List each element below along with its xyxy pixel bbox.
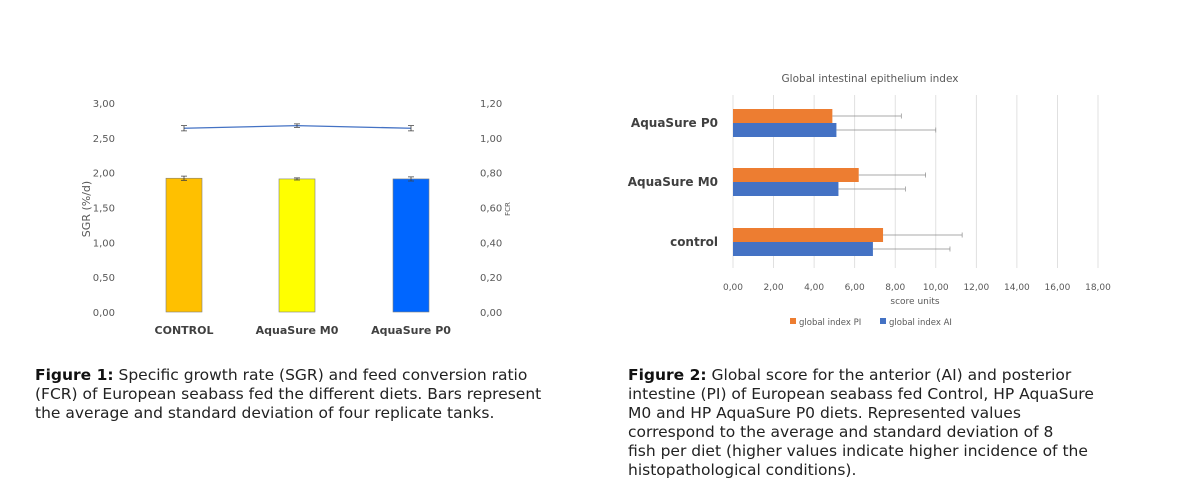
ai-bar: [733, 242, 873, 256]
intestinal-index-chart: Global intestinal epithelium index contr…: [628, 73, 1111, 328]
figure-1-label: Figure 1:: [35, 366, 114, 384]
fcr-series-line: [183, 124, 412, 129]
category-label: AquaSure M0: [256, 324, 339, 337]
fcr-error-bar: [408, 125, 414, 132]
sgr-bar: [392, 178, 430, 313]
caption-line: fish per diet (higher values indicate hi…: [628, 442, 1088, 460]
figure-2-caption: Figure 2: Global score for the anterior …: [628, 366, 1094, 480]
right-tick-label: 0,40: [480, 238, 502, 249]
left-tick-label: 3,00: [93, 99, 115, 110]
error-bar: [883, 232, 963, 238]
x-tick-label: 8,00: [885, 283, 905, 293]
x-tick-label: 6,00: [845, 283, 865, 293]
caption-line: correspond to the average and standard d…: [628, 423, 1054, 441]
legend-label: global index AI: [889, 318, 952, 328]
x-tick-label: 12,00: [963, 283, 989, 293]
error-bar: [858, 172, 926, 178]
error-bar: [832, 113, 902, 119]
right-axis-ticks: 0,00 0,20 0,40 0,60 0,80 1,00 1,20: [480, 99, 502, 319]
error-bar: [838, 186, 906, 192]
left-tick-label: 1,00: [93, 238, 115, 249]
error-bar: [872, 246, 951, 252]
category-label: control: [670, 235, 718, 249]
category-label: AquaSure M0: [628, 175, 718, 189]
sgr-fcr-chart: 0,00 0,50 1,00 1,50 2,00 2,50 3,00 0,00 0,20 0,4…: [80, 99, 512, 337]
error-bar: [836, 127, 937, 133]
fcr-error-bar: [181, 125, 187, 132]
left-tick-label: 2,50: [93, 134, 115, 145]
ai-bar: [733, 182, 839, 196]
caption-line: Global score for the anterior (AI) and p…: [706, 366, 1072, 384]
left-tick-label: 0,00: [93, 308, 115, 319]
figure-1-caption: Figure 1: Specific growth rate (SGR) and…: [35, 366, 541, 423]
category-labels: control AquaSure M0 AquaSure P0: [628, 116, 718, 249]
fcr-error-bar: [294, 123, 300, 128]
index-bars: [733, 109, 963, 256]
x-tick-label: 10,00: [923, 283, 949, 293]
caption-line: the average and standard deviation of fo…: [35, 404, 495, 422]
fcr-line: [181, 123, 414, 132]
sgr-error-bar: [294, 177, 300, 181]
left-axis-ticks: 0,00 0,50 1,00 1,50 2,00 2,50 3,00: [93, 99, 115, 319]
legend: global index PI global index AI: [790, 318, 952, 328]
left-tick-label: 2,00: [93, 169, 115, 180]
legend-swatch: [880, 318, 886, 324]
x-tick-label: 0,00: [723, 283, 743, 293]
right-tick-label: 0,00: [480, 308, 502, 319]
caption-line: intestine (PI) of European seabass fed C…: [628, 385, 1094, 403]
legend-label: global index PI: [799, 318, 861, 328]
caption-line: histopathological conditions).: [628, 461, 857, 479]
figure-2-label: Figure 2:: [628, 366, 707, 384]
pi-bar: [733, 109, 833, 123]
x-tick-label: 18,00: [1085, 283, 1111, 293]
left-tick-label: 1,50: [93, 204, 115, 215]
category-label: CONTROL: [155, 324, 214, 337]
x-axis-ticks: 0,00 2,00 4,00 6,00 8,00 10,00 12,00 14,00 16,00…: [723, 283, 1111, 293]
legend-swatch: [790, 318, 796, 324]
category-label: AquaSure P0: [631, 116, 718, 130]
right-tick-label: 1,20: [480, 99, 502, 110]
category-label: AquaSure P0: [371, 324, 451, 337]
caption-line: Specific growth rate (SGR) and feed conv…: [113, 366, 528, 384]
caption-line: M0 and HP AquaSure P0 diets. Represented…: [628, 404, 1021, 422]
chart-title: Global intestinal epithelium index: [782, 73, 959, 85]
x-tick-label: 16,00: [1045, 283, 1071, 293]
sgr-bars: [165, 175, 430, 313]
right-tick-label: 0,20: [480, 273, 502, 284]
x-axis-label: score units: [890, 297, 939, 307]
caption-line: (FCR) of European seabass fed the differ…: [35, 385, 542, 403]
sgr-error-bar: [408, 176, 414, 182]
pi-bar: [733, 228, 884, 242]
left-tick-label: 0,50: [93, 273, 115, 284]
pi-bar: [733, 168, 859, 182]
category-labels: CONTROL AquaSure M0 AquaSure P0: [155, 324, 452, 337]
right-tick-label: 1,00: [480, 134, 502, 145]
y-left-label: SGR (%/d): [80, 181, 93, 237]
x-tick-label: 14,00: [1004, 283, 1030, 293]
x-tick-label: 4,00: [804, 283, 824, 293]
x-tick-label: 2,00: [764, 283, 784, 293]
sgr-bar: [165, 177, 203, 313]
ai-bar: [733, 123, 837, 137]
sgr-error-bar: [181, 175, 187, 181]
right-tick-label: 0,60: [480, 204, 502, 215]
right-tick-label: 0,80: [480, 169, 502, 180]
sgr-bar: [278, 178, 316, 313]
y-right-label: FCR: [504, 202, 512, 216]
